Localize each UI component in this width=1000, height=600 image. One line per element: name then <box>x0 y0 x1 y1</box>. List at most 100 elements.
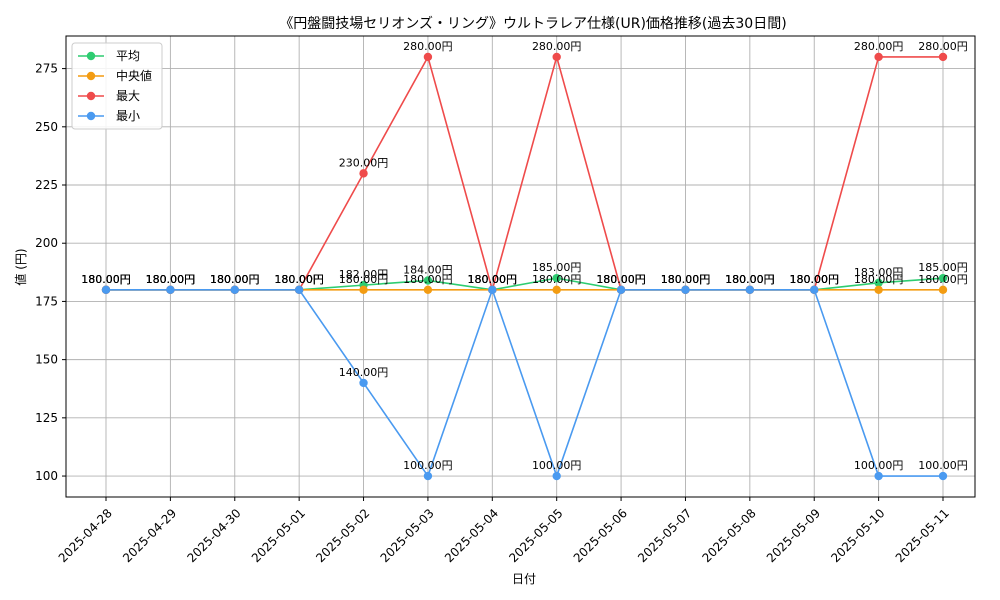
x-tick-label: 2025-05-04 <box>442 506 501 565</box>
x-tick-label: 2025-04-29 <box>120 506 179 565</box>
data-point-0 <box>938 273 948 283</box>
data-point-1 <box>552 285 561 294</box>
legend-swatch-marker <box>86 71 96 81</box>
data-label-2: 180.00円 <box>725 273 775 286</box>
x-tick-label: 2025-05-01 <box>249 506 308 565</box>
data-label-0: 180.00円 <box>596 273 646 286</box>
data-label-0: 180.00円 <box>661 273 711 286</box>
plot-border <box>65 35 976 498</box>
data-label-0: 180.00円 <box>725 273 775 286</box>
y-tick-label: 100 <box>35 469 58 483</box>
data-label-2: 180.00円 <box>789 273 839 286</box>
x-tick-label: 2025-05-06 <box>571 506 630 565</box>
legend-swatch-marker <box>86 111 96 121</box>
x-tick-label: 2025-05-09 <box>764 506 823 565</box>
data-point-2 <box>874 52 883 62</box>
data-label-3: 180.00円 <box>210 273 260 286</box>
data-point-2 <box>423 52 433 62</box>
x-tick-label: 2025-05-08 <box>700 506 759 565</box>
data-label-3: 100.00円 <box>918 459 968 472</box>
data-point-2 <box>552 52 561 62</box>
legend-entry: 中央値 <box>116 68 152 83</box>
legend-entry: 平均 <box>116 49 140 63</box>
data-point-3 <box>359 378 368 388</box>
data-label-0: 184.00円 <box>403 263 453 276</box>
legend-swatch-marker <box>86 91 96 101</box>
data-point-3 <box>101 285 111 294</box>
data-label-2: 230.00円 <box>339 156 389 169</box>
y-axis-label: 値 (円) <box>13 248 28 285</box>
data-label-layer: 180.00円 180.00円 180.00円 180.00円 182.00円 184.0… <box>81 40 968 472</box>
data-label-2: 280.00円 <box>918 40 968 53</box>
data-point-0 <box>552 273 561 283</box>
data-label-1: 180.00円 <box>918 273 968 286</box>
data-point-1 <box>874 285 883 294</box>
data-label-1: 180.00円 <box>403 273 453 286</box>
data-label-1: 180.00円 <box>789 273 839 286</box>
data-label-2: 180.00円 <box>210 273 260 286</box>
data-label-3: 180.00円 <box>274 273 324 286</box>
data-label-3: 180.00円 <box>81 273 131 286</box>
y-tick-label: 225 <box>35 178 58 192</box>
grid-layer <box>66 36 975 497</box>
data-label-1: 180.00円 <box>532 273 582 286</box>
x-tick-label: 2025-05-05 <box>506 506 565 565</box>
y-tick-label: 175 <box>35 294 58 308</box>
data-label-2: 280.00円 <box>403 40 453 53</box>
data-point-3 <box>810 285 819 294</box>
data-label-3: 100.00円 <box>532 459 582 472</box>
series-layer <box>101 52 948 481</box>
data-label-3: 100.00円 <box>403 459 453 472</box>
data-point-3 <box>552 471 561 481</box>
data-point-1 <box>359 285 368 294</box>
data-label-0: 180.00円 <box>468 273 518 286</box>
x-tick-label: 2025-05-03 <box>378 506 437 565</box>
data-point-2 <box>359 169 368 178</box>
data-label-3: 180.00円 <box>468 273 518 286</box>
data-point-3 <box>166 285 175 294</box>
legend-entry: 最大 <box>116 89 140 103</box>
data-label-0: 180.00円 <box>789 273 839 286</box>
data-label-3: 140.00円 <box>339 366 389 379</box>
data-label-0: 185.00円 <box>918 261 968 274</box>
legend-entry: 最小 <box>116 109 140 123</box>
data-point-3 <box>874 471 883 481</box>
data-label-3: 180.00円 <box>725 273 775 286</box>
series-line-3 <box>106 287 943 479</box>
data-label-2: 280.00円 <box>532 40 582 53</box>
data-label-3: 180.00円 <box>596 273 646 286</box>
data-label-1: 180.00円 <box>146 273 196 286</box>
data-label-2: 180.00円 <box>596 273 646 286</box>
data-label-0: 180.00円 <box>210 273 260 286</box>
x-axis-label: 日付 <box>512 572 536 586</box>
data-label-0: 180.00円 <box>274 273 324 286</box>
data-label-1: 180.00円 <box>468 273 518 286</box>
data-label-3: 180.00円 <box>661 273 711 286</box>
y-tick-label: 200 <box>35 236 58 250</box>
data-label-3: 180.00円 <box>146 273 196 286</box>
data-point-3 <box>938 471 948 481</box>
data-point-0 <box>874 278 883 287</box>
chart-title: 《円盤闘技場セリオンズ・リング》ウルトラレア仕様(UR)価格推移(過去30日間) <box>279 16 786 32</box>
data-point-3 <box>616 285 626 294</box>
x-tick-label: 2025-05-07 <box>635 506 694 565</box>
data-point-3 <box>423 471 433 481</box>
y-tick-label: 275 <box>35 62 58 76</box>
data-label-0: 185.00円 <box>532 261 582 274</box>
data-point-3 <box>230 285 239 294</box>
series-line-2 <box>106 53 943 293</box>
data-point-3 <box>294 285 304 294</box>
data-label-1: 180.00円 <box>339 273 389 286</box>
y-tick-label: 125 <box>35 411 58 425</box>
data-point-1 <box>423 285 433 294</box>
data-label-2: 280.00円 <box>854 40 904 53</box>
data-label-1: 180.00円 <box>210 273 260 286</box>
data-label-1: 180.00円 <box>661 273 711 286</box>
y-tick-label: 250 <box>35 120 58 134</box>
data-label-0: 182.00円 <box>339 268 389 281</box>
data-label-2: 180.00円 <box>468 273 518 286</box>
data-point-3 <box>745 285 755 294</box>
x-tick-label: 2025-05-11 <box>893 506 952 565</box>
